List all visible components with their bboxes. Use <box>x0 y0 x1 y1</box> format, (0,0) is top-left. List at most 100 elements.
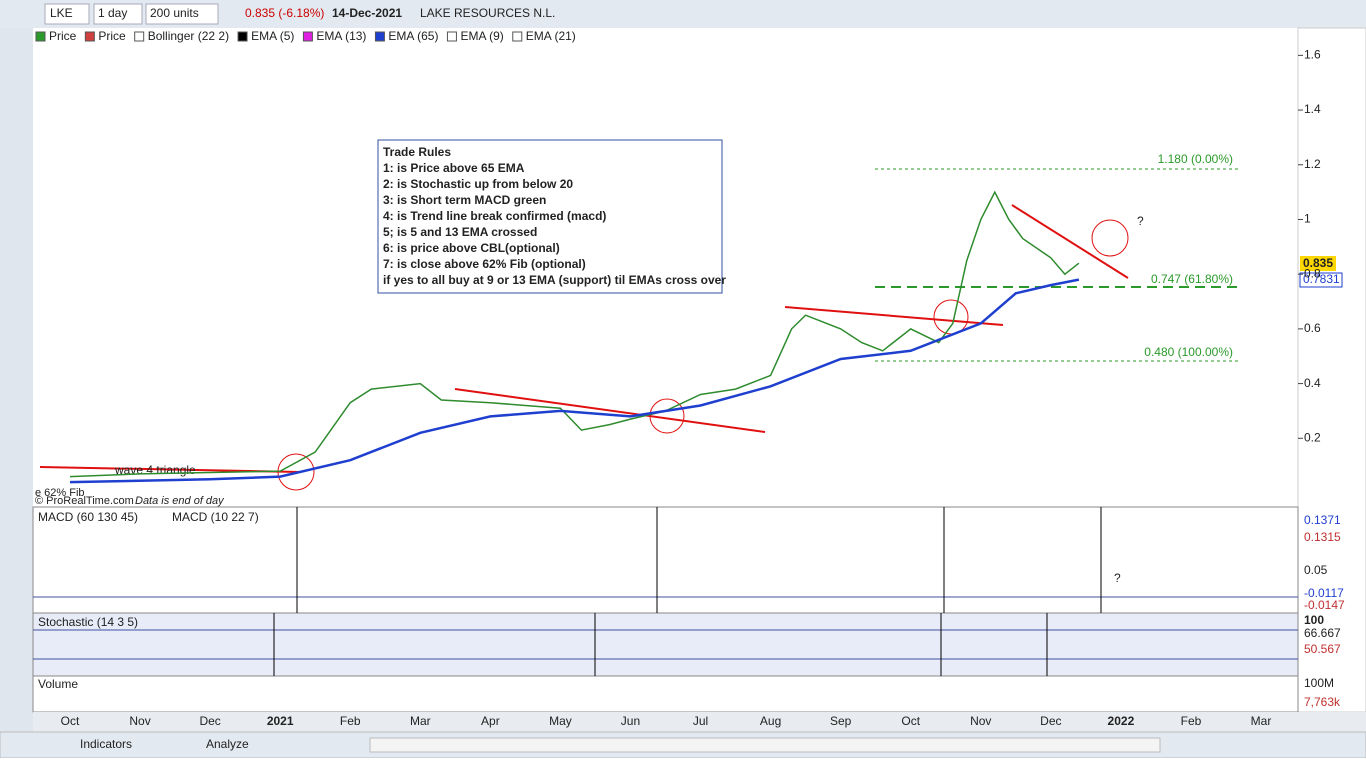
rule-line: 6: is price above CBL(optional) <box>383 241 560 255</box>
rule-line: Trade Rules <box>383 145 451 159</box>
legend-entry: EMA (21) <box>526 29 576 43</box>
date-axis <box>33 712 1366 732</box>
legend-entry: Bollinger (22 2) <box>148 29 229 43</box>
legend-swatch <box>84 31 95 42</box>
x-tick-label: Mar <box>1251 714 1272 728</box>
x-tick-label: Apr <box>481 714 500 728</box>
y-tick-label: 0.6 <box>1304 321 1321 335</box>
x-tick-label: Oct <box>901 714 920 728</box>
volume-tick: 7,763k <box>1304 695 1341 709</box>
volume-panel <box>32 675 1299 713</box>
rule-line: 1: is Price above 65 EMA <box>383 161 525 175</box>
units-box[interactable] <box>145 3 219 25</box>
x-tick-label: Dec <box>199 714 220 728</box>
bottom-strip <box>0 758 1366 768</box>
legend-entry: EMA (65) <box>388 29 438 43</box>
y-tick-label: 1.6 <box>1304 48 1321 62</box>
macd-panel <box>32 506 1299 614</box>
copyright: © ProRealTime.com <box>35 495 134 507</box>
y-tick-label: 0.2 <box>1304 430 1321 444</box>
trend-line <box>784 306 1004 326</box>
series-line <box>69 278 1080 484</box>
stoch-tick: 66.667 <box>1304 626 1341 640</box>
x-tick-label: Mar <box>410 714 431 728</box>
x-tick-label: Aug <box>760 714 781 728</box>
fib-label: 1.180 (0.00%) <box>1158 152 1233 166</box>
date: 14-Dec-2021 <box>332 6 402 20</box>
analyze-button[interactable]: Analyze <box>206 737 249 751</box>
macd-tick: 0.05 <box>1304 563 1328 577</box>
x-tick-label: Feb <box>1181 714 1202 728</box>
x-tick-label: May <box>549 714 572 728</box>
ema-tag-label: 0.7831 <box>1303 272 1340 286</box>
macd-tick: 0.1371 <box>1304 513 1341 527</box>
units[interactable]: 200 units <box>150 6 199 20</box>
stochastic-panel <box>32 612 1299 677</box>
trade-rules: Trade Rules 1: is Price above 65 EMA 2: is… <box>383 145 726 287</box>
rule-line: 3: is Short term MACD green <box>383 193 546 207</box>
legend-swatch <box>35 31 46 42</box>
fib-label: 0.480 (100.00%) <box>1144 345 1233 359</box>
stochastic-label: Stochastic (14 3 5) <box>38 615 138 629</box>
circle <box>277 453 315 491</box>
legend-entry: EMA (13) <box>316 29 366 43</box>
legend-entry: Price <box>98 29 126 43</box>
x-tick-label: Dec <box>1040 714 1061 728</box>
y-tick-label: 0.8 <box>1304 266 1321 280</box>
stoch-tick: 100 <box>1304 613 1324 627</box>
macd-tick: -0.0147 <box>1304 598 1345 612</box>
price-tag <box>1300 256 1336 271</box>
x-tick-label: Nov <box>129 714 150 728</box>
stoch-tick: 50.567 <box>1304 642 1341 656</box>
rule-line: 5; is 5 and 13 EMA crossed <box>383 225 537 239</box>
period-box[interactable] <box>93 3 143 25</box>
x-tick-label: Feb <box>340 714 361 728</box>
macd-label: MACD (10 22 7) <box>172 510 259 524</box>
company-name: LAKE RESOURCES N.L. <box>420 6 555 20</box>
rule-line: 4: is Trend line break confirmed (macd) <box>383 209 606 223</box>
macd-tick: -0.0117 <box>1304 586 1344 600</box>
symbol-box[interactable] <box>44 3 90 25</box>
annotation: e 62% Fib <box>35 487 85 499</box>
x-tick-label: 2022 <box>1108 714 1135 728</box>
macd-label: MACD (60 130 45) <box>38 510 138 524</box>
legend-swatch <box>134 31 145 42</box>
symbol[interactable]: LKE <box>50 6 73 20</box>
legend-entry: EMA (9) <box>460 29 503 43</box>
quote: 0.835 (-6.18%) <box>245 6 324 20</box>
note: Data is end of day <box>135 495 225 507</box>
period[interactable]: 1 day <box>98 6 127 20</box>
scrollbar[interactable] <box>369 737 1161 753</box>
rule-line: 7: is close above 62% Fib (optional) <box>383 257 586 271</box>
y-tick-label: 1.2 <box>1304 157 1321 171</box>
x-tick-label: Sep <box>830 714 852 728</box>
price-tag-label: 0.835 <box>1303 256 1333 270</box>
rule-line: 2: is Stochastic up from below 20 <box>383 177 573 191</box>
macd-tick: 0.1315 <box>1304 530 1341 544</box>
ema-tag <box>1299 272 1343 288</box>
circle <box>649 398 685 434</box>
rule-line: if yes to all buy at 9 or 13 EMA (suppor… <box>383 273 726 287</box>
volume-tick: 100M <box>1304 676 1334 690</box>
x-tick-label: Oct <box>61 714 80 728</box>
annotation: ? <box>1114 571 1121 585</box>
y-tick-label: 1.4 <box>1304 102 1321 116</box>
right-axis <box>1297 27 1366 713</box>
legend-swatch <box>302 31 313 42</box>
legend-entry: Price <box>49 29 77 43</box>
legend-entry: EMA (5) <box>251 29 294 43</box>
vertical-markers <box>273 507 1102 676</box>
x-tick-label: 2021 <box>267 714 294 728</box>
top-toolbar <box>0 0 1366 28</box>
legend-swatch <box>512 31 523 42</box>
legend-swatch <box>237 31 248 42</box>
x-tick-label: Jul <box>693 714 708 728</box>
indicators-button[interactable]: Indicators <box>80 737 132 751</box>
trend-line <box>1011 204 1129 279</box>
fib-lines <box>875 168 1238 362</box>
legend-swatch <box>446 31 457 42</box>
series-line <box>69 190 1080 478</box>
volume-label: Volume <box>38 677 78 691</box>
left-toolbar <box>0 28 33 732</box>
